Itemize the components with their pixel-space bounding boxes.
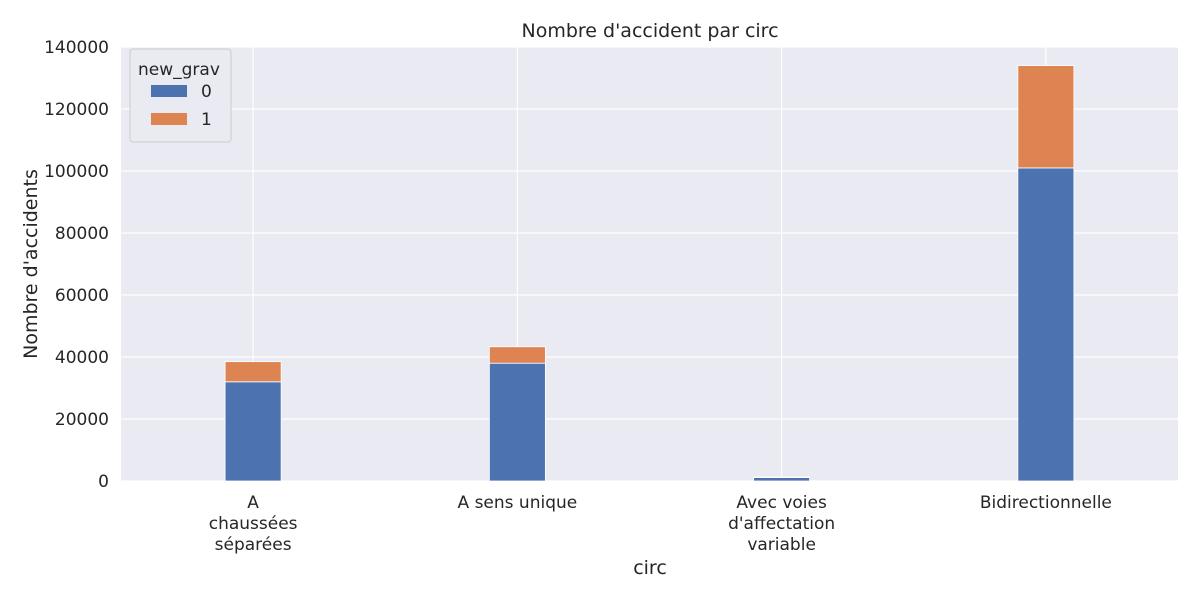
bar-segment-series-1 [488,346,546,364]
bar-segment-series-0 [1017,167,1075,482]
bar-segment-series-1 [753,476,811,478]
legend-swatch [151,113,187,125]
y-tick-label: 120000 [44,100,109,120]
legend: new_grav 01 [129,48,232,143]
y-tick-label: 140000 [44,38,109,58]
legend-title: new_grav [138,60,220,80]
bar-segment-series-0 [488,362,546,482]
bars [224,65,1075,482]
legend-swatch [151,85,187,97]
y-tick-label: 100000 [44,162,109,182]
bar-segment-series-0 [224,381,282,482]
y-axis-title: Nombre d'accidents [20,169,42,359]
x-tick-label: A sens unique [458,493,578,513]
y-tick-label: 0 [98,472,109,492]
legend-items: 01 [151,82,212,130]
grid-lines [121,46,1178,482]
x-tick-label: Avec voies d'affectation variable [728,493,835,555]
x-axis-title: circ [633,557,667,579]
bar-segment-series-1 [1017,65,1075,169]
y-tick-label: 20000 [55,410,109,430]
legend-label: 1 [201,110,212,130]
y-tick-label: 40000 [55,348,109,368]
bar-segment-series-1 [224,361,282,383]
chart-title: Nombre d'accident par circ [521,20,778,42]
plot-area [121,47,1178,481]
y-tick-labels: 0 20000 40000 60000 80000 100000 120000 140000 [44,38,109,492]
x-tick-label: Bidirectionnelle [980,493,1112,513]
y-tick-label: 80000 [55,224,109,244]
y-tick-label: 60000 [55,286,109,306]
legend-label: 0 [201,82,212,102]
bar-segment-series-0 [753,477,811,482]
